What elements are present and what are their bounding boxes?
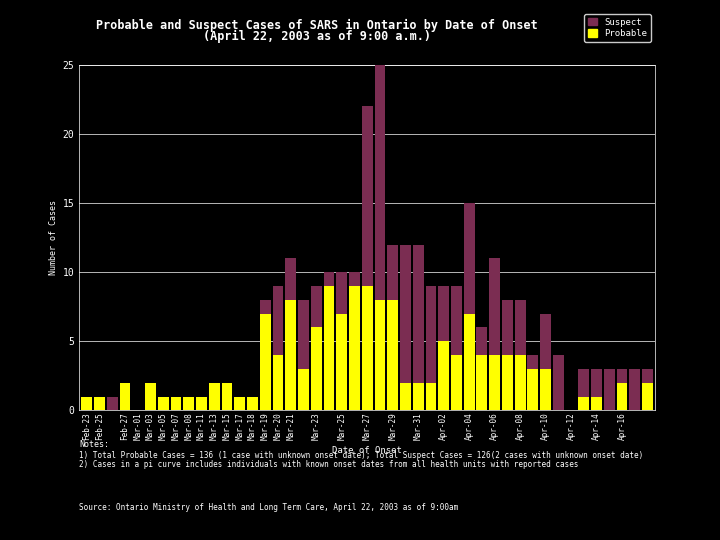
Bar — [451, 355, 462, 410]
Bar — [489, 355, 500, 410]
Bar — [171, 396, 181, 410]
Bar — [426, 286, 436, 383]
Bar — [464, 203, 474, 314]
Bar — [629, 369, 640, 410]
Bar — [426, 383, 436, 410]
Bar — [374, 300, 385, 410]
Bar — [578, 396, 589, 410]
Bar — [413, 383, 423, 410]
Bar — [387, 245, 398, 300]
Bar — [528, 355, 539, 369]
Bar — [107, 396, 118, 410]
Bar — [451, 286, 462, 355]
Bar — [94, 396, 105, 410]
Text: 1) Total Probable Cases = 136 (1 case with unknown onset date); Total Suspect Ca: 1) Total Probable Cases = 136 (1 case wi… — [79, 451, 644, 460]
Bar — [591, 396, 602, 410]
Bar — [349, 272, 360, 286]
Bar — [361, 286, 373, 410]
Bar — [298, 369, 309, 410]
Bar — [400, 245, 411, 383]
Bar — [298, 300, 309, 369]
Bar — [604, 369, 615, 410]
Bar — [247, 396, 258, 410]
Bar — [285, 300, 296, 410]
Bar — [464, 314, 474, 410]
Legend: Suspect, Probable: Suspect, Probable — [584, 14, 651, 42]
Bar — [642, 369, 653, 383]
Bar — [184, 396, 194, 410]
Bar — [438, 286, 449, 341]
Bar — [502, 355, 513, 410]
Bar — [616, 369, 628, 383]
Text: 2) Cases in a pi curve includes individuals with known onset dates from all heal: 2) Cases in a pi curve includes individu… — [79, 460, 579, 469]
Bar — [349, 286, 360, 410]
Bar — [336, 314, 347, 410]
Bar — [374, 65, 385, 300]
Bar — [387, 300, 398, 410]
Text: Notes:: Notes: — [79, 440, 109, 449]
Bar — [273, 355, 284, 410]
Y-axis label: Number of Cases: Number of Cases — [50, 200, 58, 275]
Bar — [323, 286, 334, 410]
Bar — [400, 383, 411, 410]
Bar — [260, 314, 271, 410]
Bar — [528, 369, 539, 410]
Bar — [477, 355, 487, 410]
Bar — [209, 383, 220, 410]
Bar — [120, 383, 130, 410]
Bar — [591, 369, 602, 396]
Bar — [515, 355, 526, 410]
Bar — [81, 396, 92, 410]
Bar — [222, 383, 233, 410]
Bar — [158, 396, 168, 410]
Bar — [285, 258, 296, 300]
Bar — [336, 272, 347, 314]
Bar — [260, 300, 271, 314]
Bar — [616, 383, 628, 410]
Bar — [477, 327, 487, 355]
Bar — [489, 258, 500, 355]
Text: Source: Ontario Ministry of Health and Long Term Care, April 22, 2003 as of 9:00: Source: Ontario Ministry of Health and L… — [79, 503, 459, 512]
Bar — [234, 396, 246, 410]
Bar — [540, 314, 551, 369]
Bar — [323, 272, 334, 286]
Bar — [438, 341, 449, 410]
Bar — [311, 286, 322, 327]
Bar — [311, 327, 322, 410]
Bar — [413, 245, 423, 383]
Text: Probable and Suspect Cases of SARS in Ontario by Date of Onset: Probable and Suspect Cases of SARS in On… — [96, 19, 538, 32]
Bar — [145, 383, 156, 410]
X-axis label: Date of Onset: Date of Onset — [332, 447, 402, 455]
Bar — [515, 300, 526, 355]
Bar — [642, 383, 653, 410]
Bar — [540, 369, 551, 410]
Bar — [196, 396, 207, 410]
Text: (April 22, 2003 as of 9:00 a.m.): (April 22, 2003 as of 9:00 a.m.) — [203, 30, 431, 43]
Bar — [553, 355, 564, 410]
Bar — [361, 106, 373, 286]
Bar — [502, 300, 513, 355]
Bar — [578, 369, 589, 396]
Bar — [273, 286, 284, 355]
